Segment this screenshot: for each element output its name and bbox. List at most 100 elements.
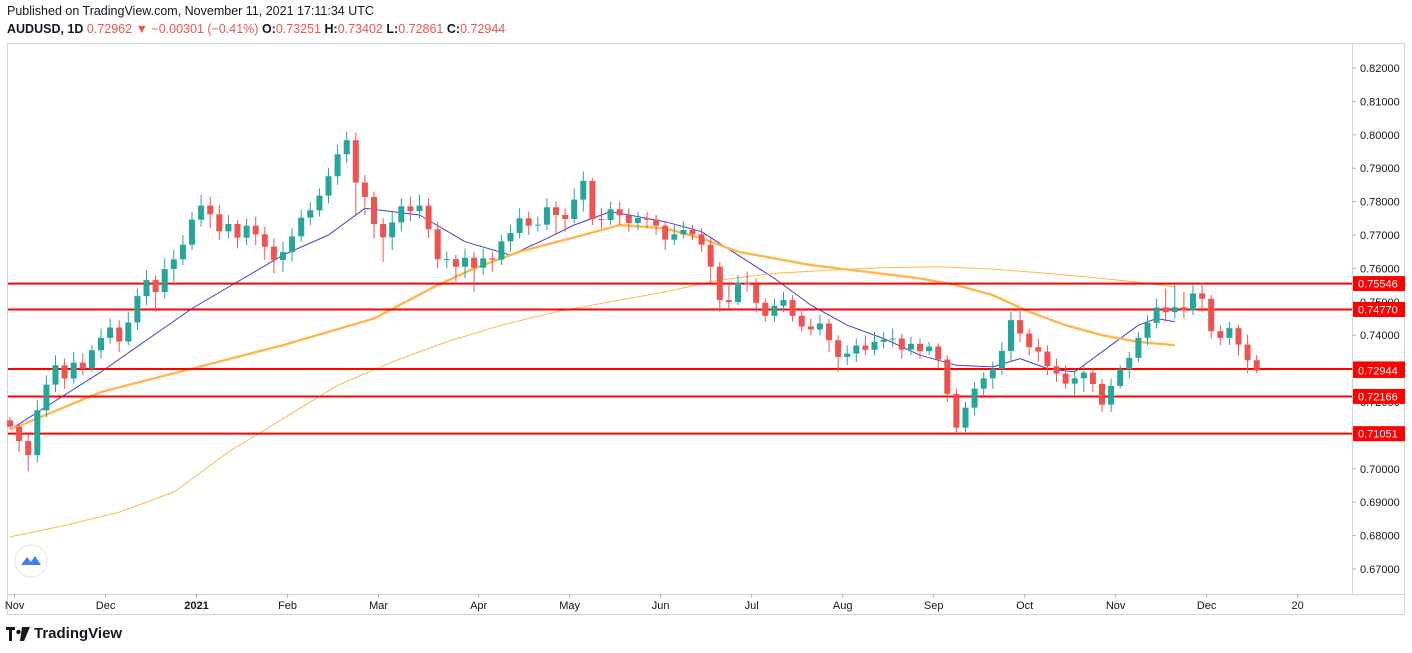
- candle-body: [989, 368, 996, 379]
- candle-body: [1144, 322, 1151, 338]
- price-tick-label: 0.68000: [1360, 531, 1400, 543]
- candle-body: [1017, 320, 1024, 334]
- down-arrow-icon: ▼: [135, 22, 148, 36]
- candle-body: [980, 378, 987, 389]
- candle-body: [1253, 360, 1260, 371]
- candle-body: [380, 223, 387, 238]
- candle-body: [143, 280, 150, 297]
- candle-body: [407, 206, 414, 211]
- candle-body: [735, 282, 741, 303]
- candle-body: [1035, 347, 1042, 352]
- candle-body: [826, 323, 832, 341]
- price-tick-label: 0.67000: [1360, 564, 1400, 576]
- candle-body: [689, 230, 696, 235]
- candle-body: [1089, 372, 1096, 384]
- candle-body: [1026, 333, 1033, 348]
- candle-body: [1117, 369, 1124, 386]
- time-tick-label: May: [559, 600, 580, 612]
- time-tick-label: Jul: [745, 600, 759, 612]
- candle-body: [361, 182, 368, 197]
- candle-body: [1190, 293, 1196, 311]
- candle-body: [971, 388, 978, 408]
- candle-body: [325, 176, 332, 196]
- level-price-label: 0.72166: [1358, 391, 1398, 403]
- candle-body: [625, 215, 632, 223]
- candle-body: [307, 210, 314, 218]
- candle-body: [944, 359, 951, 394]
- tradingview-logo-icon: [6, 626, 30, 641]
- candle-body: [871, 341, 878, 350]
- candle-body: [61, 365, 68, 379]
- open-label: O:: [261, 22, 276, 36]
- candle-body: [1153, 307, 1160, 323]
- candle-body: [1071, 378, 1078, 384]
- candle-body: [352, 140, 359, 183]
- candle-body: [489, 258, 496, 260]
- candle-body: [589, 180, 596, 219]
- candle-body: [907, 343, 914, 350]
- candle-body: [1199, 293, 1206, 299]
- candle-body: [771, 305, 778, 316]
- time-tick-label: Dec: [1197, 600, 1217, 612]
- level-price-label: 0.75546: [1358, 279, 1398, 291]
- candle-body: [7, 420, 13, 427]
- candle-body: [653, 219, 660, 226]
- candle-body: [270, 246, 277, 261]
- published-note: Published on TradingView.com, November 1…: [7, 4, 374, 18]
- candle-body: [225, 223, 232, 232]
- candle-body: [762, 302, 769, 316]
- candle-body: [516, 218, 523, 234]
- candle-body: [607, 209, 614, 220]
- level-price-label: 0.71051: [1358, 429, 1398, 441]
- price-tick-label: 0.74000: [1360, 330, 1400, 342]
- candle-body: [161, 269, 168, 293]
- price-change: −0.00301 (−0.41%): [151, 22, 259, 36]
- candle-body: [534, 224, 541, 226]
- candle-body: [816, 323, 823, 330]
- candle-body: [953, 393, 960, 428]
- time-tick-label: Mar: [369, 600, 388, 612]
- candle-body: [1044, 351, 1051, 367]
- candle-body: [471, 257, 478, 268]
- candle-body: [998, 350, 1005, 369]
- last-price: 0.72962: [86, 22, 133, 36]
- candle-body: [343, 140, 350, 155]
- candle-body: [371, 196, 377, 224]
- candle-body: [707, 244, 714, 267]
- candle-body: [170, 259, 177, 270]
- candle-body: [462, 257, 468, 267]
- candle-body: [543, 207, 550, 225]
- tradingview-logo-text: TradingView: [34, 625, 123, 642]
- candle-body: [25, 441, 32, 456]
- symbol-quote-line: AUDUSD, 1D 0.72962 ▼ −0.00301 (−0.41%) O…: [7, 22, 505, 36]
- candle-body: [88, 350, 95, 369]
- time-axis: Nov Dec 2021 Feb Mar Apr May Jun Jul Aug Sep Oct Nov…: [5, 594, 1304, 612]
- candle-body: [52, 365, 59, 385]
- candle-body: [898, 338, 905, 350]
- candle-body: [725, 300, 732, 303]
- candle-body: [798, 315, 805, 327]
- candle-body: [889, 338, 896, 340]
- level-price-label-bg: [1353, 388, 1405, 404]
- candle-body: [580, 180, 587, 200]
- candle-body: [70, 362, 77, 379]
- candle-body: [243, 225, 250, 238]
- candle-body: [316, 195, 323, 211]
- candle-body: [189, 219, 195, 245]
- level-price-label-bg: [1353, 301, 1405, 317]
- candle-body: [198, 205, 205, 220]
- symbol-title: AUDUSD, 1D: [7, 22, 84, 36]
- candle-body: [452, 259, 459, 267]
- time-tick-label: Sep: [924, 600, 944, 612]
- open-value: 0.73251: [275, 22, 322, 36]
- candle-body: [1008, 320, 1014, 351]
- candle-body: [780, 300, 787, 306]
- time-tick-label: Oct: [1016, 600, 1033, 612]
- candle-body: [434, 229, 441, 260]
- time-tick-label: Aug: [833, 600, 853, 612]
- candle-body: [835, 340, 842, 357]
- candle-body: [807, 326, 814, 330]
- candle-body: [1126, 357, 1133, 370]
- candle-body: [1208, 298, 1215, 332]
